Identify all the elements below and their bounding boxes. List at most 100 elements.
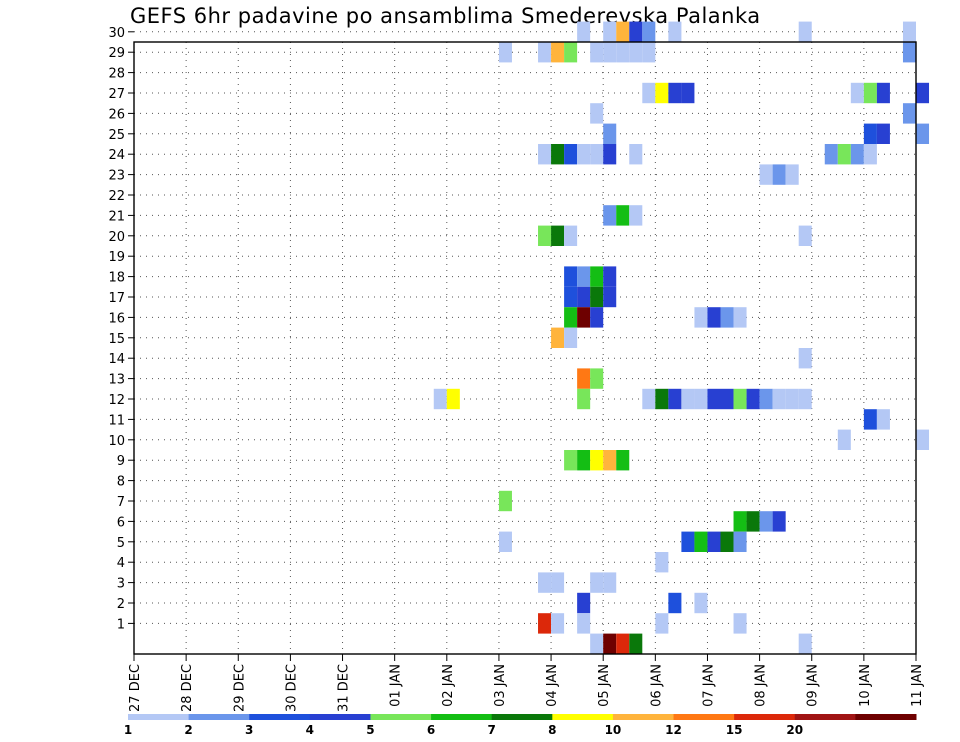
heatmap-cell	[876, 82, 890, 104]
y-tick-label: 24	[108, 148, 125, 163]
y-tick-label: 20	[108, 230, 125, 245]
heatmap-cell	[902, 42, 916, 63]
heatmap-cell	[655, 82, 669, 104]
heatmap-cell	[590, 103, 604, 124]
colorbar-segment	[794, 714, 856, 720]
heatmap-cell	[590, 572, 604, 593]
colorbar-label: 3	[245, 723, 253, 737]
heatmap-cell	[785, 164, 799, 185]
colorbar-segment	[491, 714, 553, 720]
heatmap-cell	[772, 388, 786, 410]
y-tick-label: 16	[108, 311, 125, 326]
colorbar-label: 5	[366, 723, 374, 737]
x-tick-label: 10 JAN	[858, 664, 873, 707]
heatmap-cell	[694, 531, 708, 552]
heatmap-cell	[916, 82, 930, 104]
heatmap-cell	[603, 42, 617, 63]
heatmap-cell	[564, 42, 578, 63]
x-tick-label: 09 JAN	[806, 664, 821, 707]
heatmap-cell	[629, 205, 643, 226]
y-tick-label: 13	[108, 373, 125, 388]
heatmap-cell	[837, 144, 851, 165]
y-tick-label: 11	[108, 413, 125, 428]
heatmap-cell	[603, 450, 617, 471]
heatmap-cell	[551, 613, 565, 634]
heatmap-cell	[577, 286, 591, 308]
x-tick-label: 29 DEC	[232, 664, 247, 712]
heatmap-cell	[590, 266, 604, 287]
heatmap-cell	[564, 327, 578, 348]
y-tick-label: 12	[108, 393, 125, 408]
y-tick-label: 28	[108, 67, 125, 82]
heatmap-cell	[733, 531, 747, 552]
heatmap-cell	[785, 388, 799, 410]
heatmap-cell	[590, 368, 604, 389]
x-tick-label: 03 JAN	[493, 664, 508, 707]
heatmap-cell	[538, 144, 552, 165]
y-tick-label: 9	[117, 454, 125, 469]
heatmap-cell	[694, 307, 708, 328]
heatmap-cell	[603, 572, 617, 593]
y-tick-label: 19	[108, 250, 125, 265]
x-tick-label: 11 JAN	[910, 664, 925, 707]
heatmap-cell	[577, 266, 591, 287]
heatmap-cell	[681, 388, 695, 410]
x-tick-label: 30 DEC	[284, 664, 299, 712]
heatmap-cell	[616, 205, 630, 226]
y-tick-label: 10	[108, 434, 125, 449]
colorbar-segment	[309, 714, 371, 720]
colorbar-label: 12	[665, 723, 682, 737]
heatmap-cell	[590, 633, 604, 654]
heatmap-cell	[798, 388, 812, 410]
y-tick-label: 3	[117, 577, 125, 592]
heatmap-cell	[603, 266, 617, 287]
y-tick-label: 14	[108, 352, 125, 367]
y-tick-label: 1	[117, 617, 125, 632]
heatmap-cell	[498, 531, 512, 552]
heatmap-cell	[590, 286, 604, 308]
y-tick-label: 21	[108, 209, 125, 224]
heatmap-cell	[876, 123, 890, 144]
heatmap-cell	[668, 82, 682, 104]
heatmap-cell	[577, 613, 591, 634]
heatmap-cell	[863, 409, 877, 430]
heatmap-cell	[642, 21, 656, 42]
heatmap-cell	[707, 531, 721, 552]
heatmap-cell	[603, 205, 617, 226]
heatmap-cell	[876, 409, 890, 430]
heatmap-cell	[616, 42, 630, 63]
heatmap-cell	[837, 429, 851, 450]
heatmap-cell	[733, 388, 747, 410]
heatmap-cell	[629, 633, 643, 654]
y-tick-label: 8	[117, 475, 125, 490]
heatmap-cell	[603, 144, 617, 165]
x-tick-label: 31 DEC	[337, 664, 352, 712]
y-tick-label: 2	[117, 597, 125, 612]
y-tick-label: 17	[108, 291, 125, 306]
y-tick-label: 18	[108, 271, 125, 286]
heatmap-cell	[746, 511, 760, 532]
y-tick-label: 26	[108, 107, 125, 122]
heatmap-cell	[538, 572, 552, 593]
heatmap-cell	[902, 103, 916, 124]
heatmap-cell	[590, 450, 604, 471]
heatmap-cell	[590, 144, 604, 165]
heatmap-cell	[551, 572, 565, 593]
x-tick-label: 01 JAN	[389, 664, 404, 707]
heatmap-cell	[603, 123, 617, 144]
colorbar-segment	[370, 714, 432, 720]
colorbar-label: 15	[726, 723, 743, 737]
x-tick-label: 06 JAN	[649, 664, 664, 707]
heatmap-cell	[668, 21, 682, 42]
x-tick-label: 28 DEC	[180, 664, 195, 712]
heatmap-cell	[863, 82, 877, 104]
heatmap-cell	[681, 82, 695, 104]
heatmap-cell	[629, 144, 643, 165]
y-tick-label: 7	[117, 495, 125, 510]
y-tick-label: 15	[108, 332, 125, 347]
colorbar-segment	[734, 714, 796, 720]
heatmap-cell	[577, 21, 591, 42]
y-tick-label: 25	[108, 128, 125, 143]
heatmap-cell	[733, 511, 747, 532]
x-tick-label: 07 JAN	[701, 664, 716, 707]
